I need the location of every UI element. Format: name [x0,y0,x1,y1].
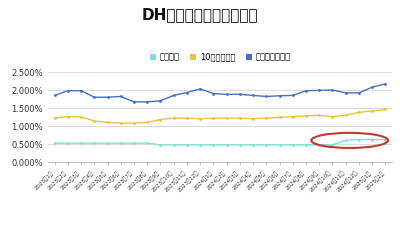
Text: DH住宅ローン指数の推移: DH住宅ローン指数の推移 [142,7,258,22]
Legend: 変動金利, 10年固定金利, 全期間固定金利: 変動金利, 10年固定金利, 全期間固定金利 [146,49,294,65]
